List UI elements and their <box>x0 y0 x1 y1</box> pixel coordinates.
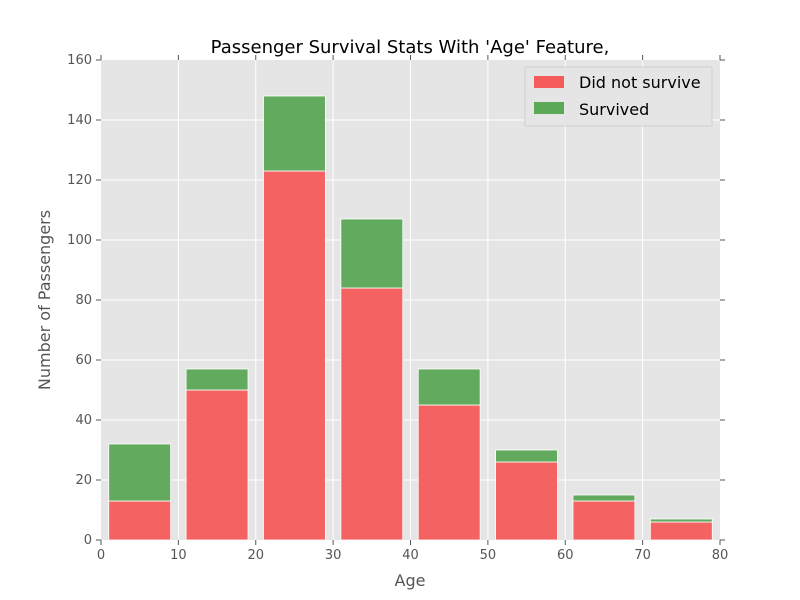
x-tick-label: 70 <box>634 548 651 563</box>
x-tick-label: 20 <box>247 548 264 563</box>
x-tick-label: 30 <box>325 548 342 563</box>
y-axis-label: Number of Passengers <box>35 210 54 390</box>
x-axis-label: Age <box>395 571 426 590</box>
bar-did-not-survive <box>417 404 481 541</box>
bar-did-not-survive <box>572 500 636 541</box>
bar-survived <box>649 518 713 523</box>
legend-label-did-not-survive: Did not survive <box>579 73 701 92</box>
bar-survived <box>108 443 172 502</box>
y-tick-label: 80 <box>75 293 92 308</box>
y-tick-label: 160 <box>67 53 92 68</box>
x-tick-label: 40 <box>402 548 419 563</box>
x-tick-label: 0 <box>97 548 105 563</box>
chart-title: Passenger Survival Stats With 'Age' Feat… <box>211 37 610 58</box>
legend-label-survived: Survived <box>579 100 649 119</box>
legend: Did not survive Survived <box>524 66 713 127</box>
bar-survived <box>340 218 404 289</box>
grid-lines <box>101 60 720 540</box>
bar-did-not-survive <box>108 500 172 541</box>
bar-survived <box>263 95 326 172</box>
x-tick-label: 80 <box>712 548 729 563</box>
x-tick-label: 60 <box>557 548 574 563</box>
ticks <box>96 55 725 545</box>
bar-did-not-survive <box>649 521 713 541</box>
bar-survived <box>572 494 636 502</box>
legend-swatch-did-not-survive <box>534 76 564 88</box>
y-tick-label: 60 <box>75 353 92 368</box>
bars <box>108 95 713 541</box>
x-tick-label: 10 <box>170 548 187 563</box>
y-tick-label: 100 <box>67 233 92 248</box>
y-tick-label: 0 <box>84 533 92 548</box>
bar-did-not-survive <box>340 287 404 541</box>
bar-survived <box>185 368 249 391</box>
y-tick-label: 20 <box>75 473 92 488</box>
y-tick-label: 120 <box>67 173 92 188</box>
x-tick-label: 50 <box>480 548 497 563</box>
legend-swatch-survived <box>534 102 564 114</box>
y-tick-label: 140 <box>67 113 92 128</box>
y-tick-label: 40 <box>75 413 92 428</box>
bar-survived <box>417 368 481 406</box>
bar-did-not-survive <box>185 389 249 541</box>
bar-did-not-survive <box>263 170 326 541</box>
bar-did-not-survive <box>495 461 558 541</box>
bar-survived <box>495 449 558 463</box>
tick-labels: 0 20 40 60 80 100 120 140 160 0 10 20 30 40 50 60 70 80 <box>67 53 728 563</box>
